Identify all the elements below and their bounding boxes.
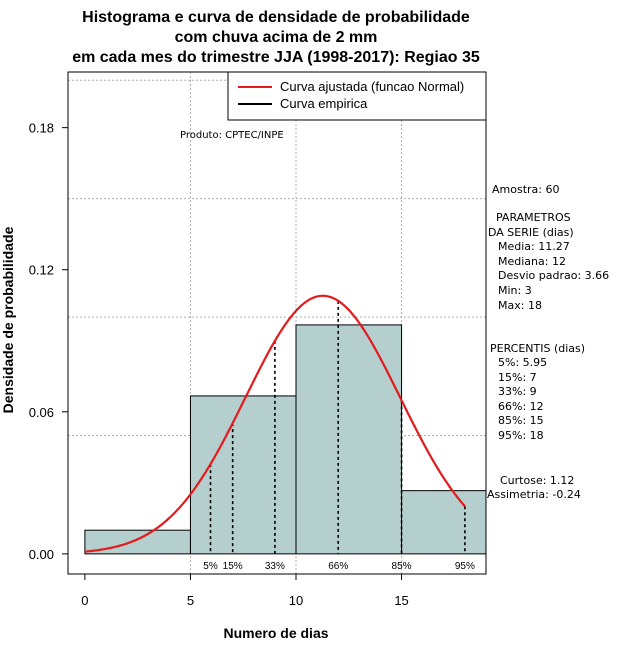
- histogram-bar: [189, 395, 297, 555]
- sample-size: Amostra: 60: [492, 183, 559, 196]
- chart-title-line-3: em cada mes do trimestre JJA (1998-2017)…: [72, 49, 480, 66]
- x-axis: 0 5 10 15: [81, 573, 409, 608]
- chart-title-line-1: Histograma e curva de densidade de proba…: [82, 9, 470, 26]
- percentile-markers: 5% 15% 33% 66% 85% 95%: [203, 300, 475, 572]
- stat-min: Min: 3: [498, 284, 532, 297]
- y-tick-label: 0.12: [29, 263, 54, 278]
- percentile-95: 95%: 18: [498, 429, 544, 442]
- x-axis-title: Numero de dias: [223, 625, 328, 641]
- side-panel: Amostra: 60 PARAMETROS DA SERIE (dias) M…: [487, 183, 609, 501]
- density-curves: [84, 294, 466, 553]
- percentile-33: 33%: 9: [498, 385, 537, 398]
- percentile-15: 15%: 7: [498, 371, 537, 384]
- y-tick-label: 0.18: [29, 121, 54, 136]
- histogram-bar: [401, 490, 487, 555]
- stat-skewness: Assimetria: -0.24: [487, 488, 581, 501]
- y-tick-label: 0.06: [29, 405, 54, 420]
- percentile-66: 66%: 12: [498, 400, 544, 413]
- percentile-label: 95%: [455, 561, 475, 572]
- x-tick-label: 5: [187, 593, 194, 608]
- percentile-label: 15%: [223, 561, 243, 572]
- y-tick-label: 0.00: [29, 547, 54, 562]
- histogram-bars: [84, 324, 487, 555]
- legend-label-fitted: Curva ajustada (funcao Normal): [280, 79, 464, 94]
- legend-label-empirical: Curva empirica: [280, 96, 368, 111]
- histogram-bar: [295, 324, 403, 555]
- percentile-85: 85%: 15: [498, 414, 544, 427]
- percentile-label: 5%: [203, 561, 218, 572]
- stat-sd: Desvio padrao: 3.66: [498, 269, 609, 282]
- legend: Curva ajustada (funcao Normal) Curva emp…: [227, 71, 487, 121]
- percentile-label: 85%: [392, 561, 412, 572]
- x-tick-label: 0: [81, 593, 88, 608]
- params-title-1: PARAMETROS: [496, 211, 571, 224]
- stat-median: Mediana: 12: [498, 255, 566, 268]
- percentile-label: 33%: [265, 561, 285, 572]
- x-tick-label: 10: [289, 593, 303, 608]
- stat-kurtosis: Curtose: 1.12: [500, 474, 574, 487]
- chart-title-line-2: com chuva acima de 2 mm: [175, 29, 378, 46]
- x-tick-label: 15: [394, 593, 408, 608]
- legend-box: [227, 71, 487, 121]
- stat-max: Max: 18: [498, 299, 542, 312]
- percentile-5: 5%: 5.95: [498, 356, 547, 369]
- credit-text: Produto: CPTEC/INPE: [180, 130, 284, 141]
- percentile-label: 66%: [328, 561, 348, 572]
- normal-density-curve: [84, 294, 466, 553]
- params-title-2: DA SERIE (dias): [488, 226, 574, 239]
- y-axis-title: Densidade de probabilidade: [0, 226, 16, 413]
- y-axis: 0.00 0.06 0.12 0.18: [29, 121, 69, 562]
- percentiles-title: PERCENTIS (dias): [490, 342, 585, 355]
- stat-mean: Media: 11.27: [498, 240, 570, 253]
